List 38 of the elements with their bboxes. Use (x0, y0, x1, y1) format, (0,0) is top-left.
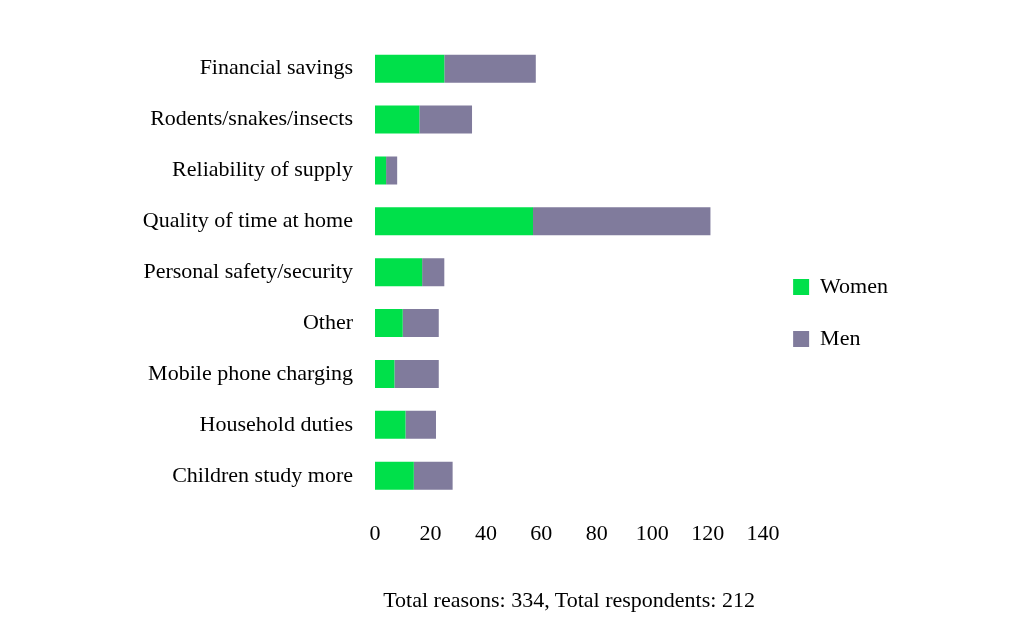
bar (375, 54, 445, 83)
y-tick-label: Rodents/snakes/insects (150, 105, 353, 131)
bar (444, 54, 536, 83)
y-tick-label: Quality of time at home (142, 207, 353, 233)
bar (375, 156, 387, 185)
bar (402, 309, 439, 338)
legend-label: Men (820, 324, 861, 350)
bar (375, 359, 395, 388)
bar (394, 359, 439, 388)
y-tick-label: Household duties (199, 410, 353, 436)
bar (375, 309, 403, 338)
y-tick-label: Personal safety/security (143, 257, 353, 283)
bar (375, 258, 423, 287)
x-tick-label: 80 (585, 520, 608, 546)
bar (419, 105, 473, 134)
bar (375, 461, 414, 490)
y-tick-label: Reliability of supply (172, 156, 353, 182)
y-tick-label: Other (302, 308, 354, 334)
bar (375, 207, 534, 236)
x-tick-label: 140 (746, 520, 780, 546)
x-tick-label: 120 (691, 520, 725, 546)
bar (386, 156, 398, 185)
y-tick-label: Financial savings (199, 54, 353, 80)
x-tick-label: 40 (474, 520, 497, 546)
legend-label: Women (820, 272, 889, 298)
y-tick-label: Children study more (172, 461, 353, 487)
x-tick-label: 60 (530, 520, 553, 546)
bar (405, 410, 436, 439)
bar (375, 410, 406, 439)
x-axis-title: Total reasons: 334, Total respondents: 212 (383, 586, 755, 612)
y-tick-label: Mobile phone charging (148, 359, 353, 385)
x-tick-label: 0 (369, 520, 381, 546)
bar (422, 258, 445, 287)
x-tick-label: 20 (419, 520, 442, 546)
x-tick-label: 100 (635, 520, 669, 546)
bar (413, 461, 453, 490)
bar (375, 105, 420, 134)
bar (533, 207, 711, 236)
